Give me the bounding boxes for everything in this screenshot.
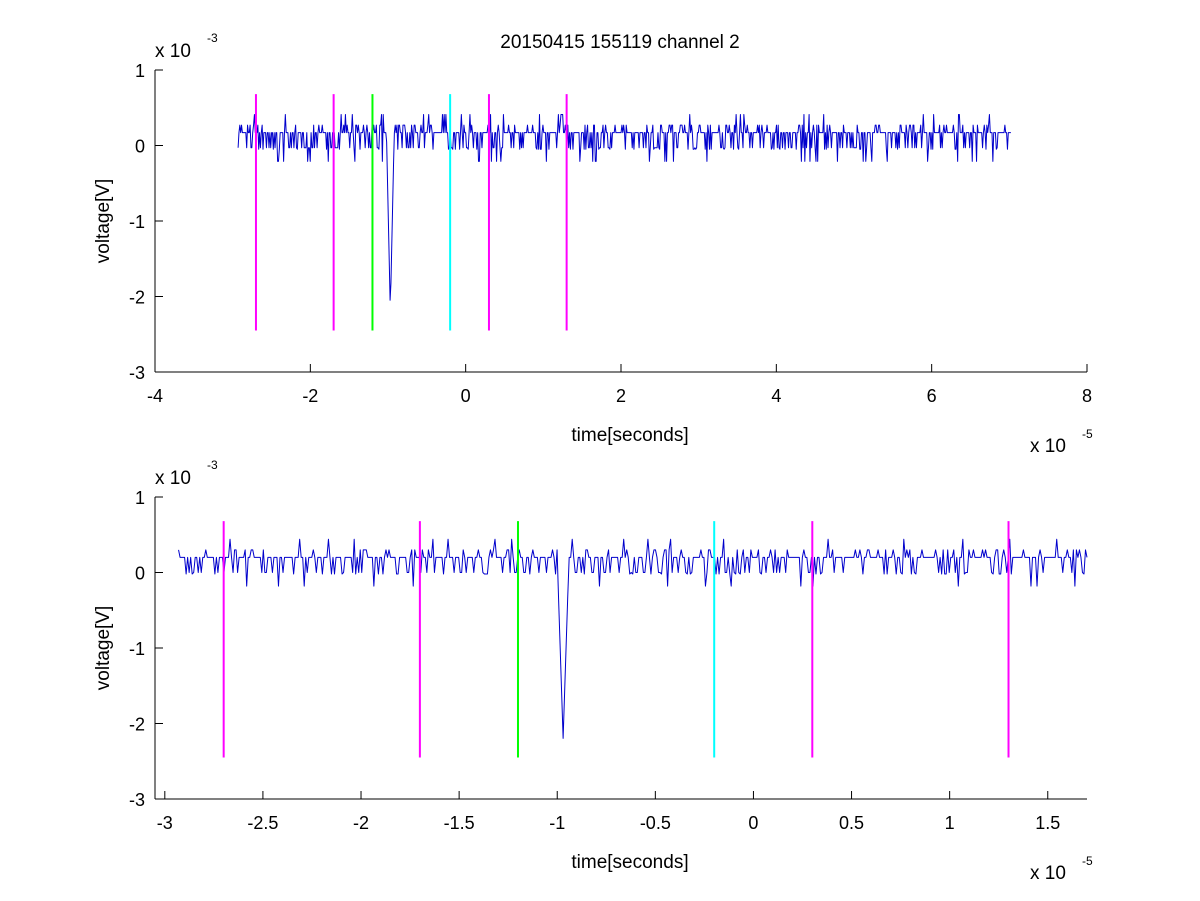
signal-trace [178, 538, 1088, 739]
y-tick-label: -3 [129, 363, 145, 383]
x-tick-label: 0 [748, 813, 758, 833]
y-tick-label: -1 [129, 212, 145, 232]
x-tick-label: 4 [771, 386, 781, 406]
y-tick-label: -3 [129, 790, 145, 810]
x-tick-label: -4 [147, 386, 163, 406]
x-axis-label: time[seconds] [571, 852, 688, 873]
x-tick-label: -2 [353, 813, 369, 833]
x-scale-multiplier: x 10 [1030, 436, 1066, 457]
x-scale-exponent: -5 [1082, 427, 1093, 441]
x-tick-label: 1.5 [1035, 813, 1060, 833]
x-tick-label: 6 [927, 386, 937, 406]
x-scale-exponent: -5 [1082, 854, 1093, 868]
y-scale-multiplier: x 10 [155, 41, 191, 62]
x-tick-label: 2 [616, 386, 626, 406]
y-tick-label: -2 [129, 288, 145, 308]
y-tick-label: 0 [135, 564, 145, 584]
x-tick-label: 8 [1082, 386, 1092, 406]
x-tick-label: 1 [945, 813, 955, 833]
y-scale-exponent: -3 [207, 458, 218, 472]
x-tick-label: -0.5 [640, 813, 671, 833]
y-tick-label: 0 [135, 137, 145, 157]
figure-title: 20150415 155119 channel 2 [500, 32, 740, 53]
x-tick-label: -1 [549, 813, 565, 833]
y-tick-label: -1 [129, 639, 145, 659]
x-tick-label: 0.5 [839, 813, 864, 833]
y-tick-label: 1 [135, 488, 145, 508]
chart-1: -4 -2 0 2 4 6 8 -3 -2 -1 0 1 time[seconds] voltage[V]… [93, 31, 1093, 457]
x-tick-label: 0 [461, 386, 471, 406]
x-tick-label: -2 [302, 386, 318, 406]
y-axis-label: voltage[V] [93, 606, 114, 691]
chart-2: -3 -2.5 -2 -1.5 -1 -0.5 0 0.5 1 1.5 -3 -2 -1 0 1 time[s… [93, 458, 1093, 884]
y-axis-label: voltage[V] [93, 179, 114, 264]
y-tick-label: 1 [135, 61, 145, 81]
signal-trace [237, 114, 1011, 301]
plots: -4 -2 0 2 4 6 8 -3 -2 -1 0 1 time[seconds] voltage[V]… [93, 31, 1093, 884]
x-tick-label: -1.5 [444, 813, 475, 833]
x-tick-label: -3 [157, 813, 173, 833]
y-scale-exponent: -3 [207, 31, 218, 45]
x-scale-multiplier: x 10 [1030, 863, 1066, 884]
x-tick-label: -2.5 [247, 813, 278, 833]
y-scale-multiplier: x 10 [155, 468, 191, 489]
x-axis-label: time[seconds] [571, 425, 688, 446]
y-tick-label: -2 [129, 715, 145, 735]
